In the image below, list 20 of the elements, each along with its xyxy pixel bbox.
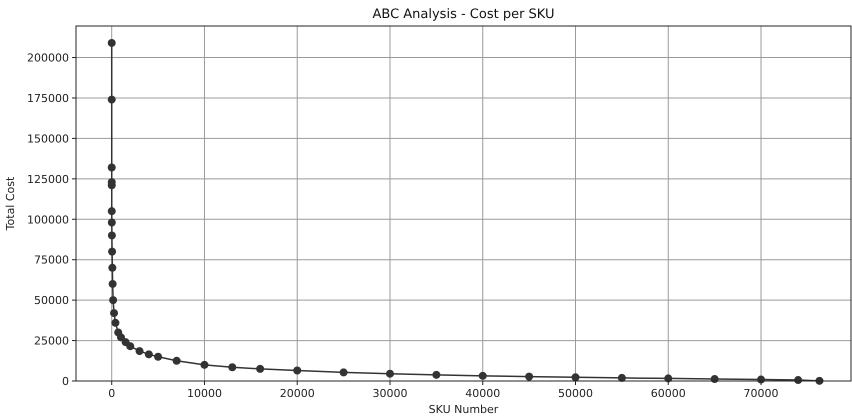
x-tick-label: 60000 xyxy=(650,387,686,400)
y-axis-title: Total Cost xyxy=(4,176,17,232)
y-tick-label: 200000 xyxy=(27,52,69,65)
x-tick-label: 50000 xyxy=(558,387,594,400)
y-tick-label: 0 xyxy=(62,375,69,388)
x-tick-label: 0 xyxy=(108,387,116,400)
y-tick-label: 125000 xyxy=(27,172,69,186)
y-tick-label: 75000 xyxy=(34,254,69,267)
x-tick-label: 20000 xyxy=(280,387,315,400)
x-tick-label: 70000 xyxy=(744,387,779,400)
x-tick-label: 30000 xyxy=(372,387,408,400)
y-tick-label: 25000 xyxy=(34,334,69,348)
x-axis-title: SKU Number xyxy=(428,403,499,416)
x-tick-label: 40000 xyxy=(465,387,500,400)
y-tick-label: 100000 xyxy=(27,213,69,226)
y-tick-label: 50000 xyxy=(34,294,69,308)
y-tick-label: 175000 xyxy=(27,92,69,105)
x-tick-label: 10000 xyxy=(186,387,222,400)
chart-title: ABC Analysis - Cost per SKU xyxy=(372,7,555,22)
y-tick-label: 150000 xyxy=(27,132,69,146)
